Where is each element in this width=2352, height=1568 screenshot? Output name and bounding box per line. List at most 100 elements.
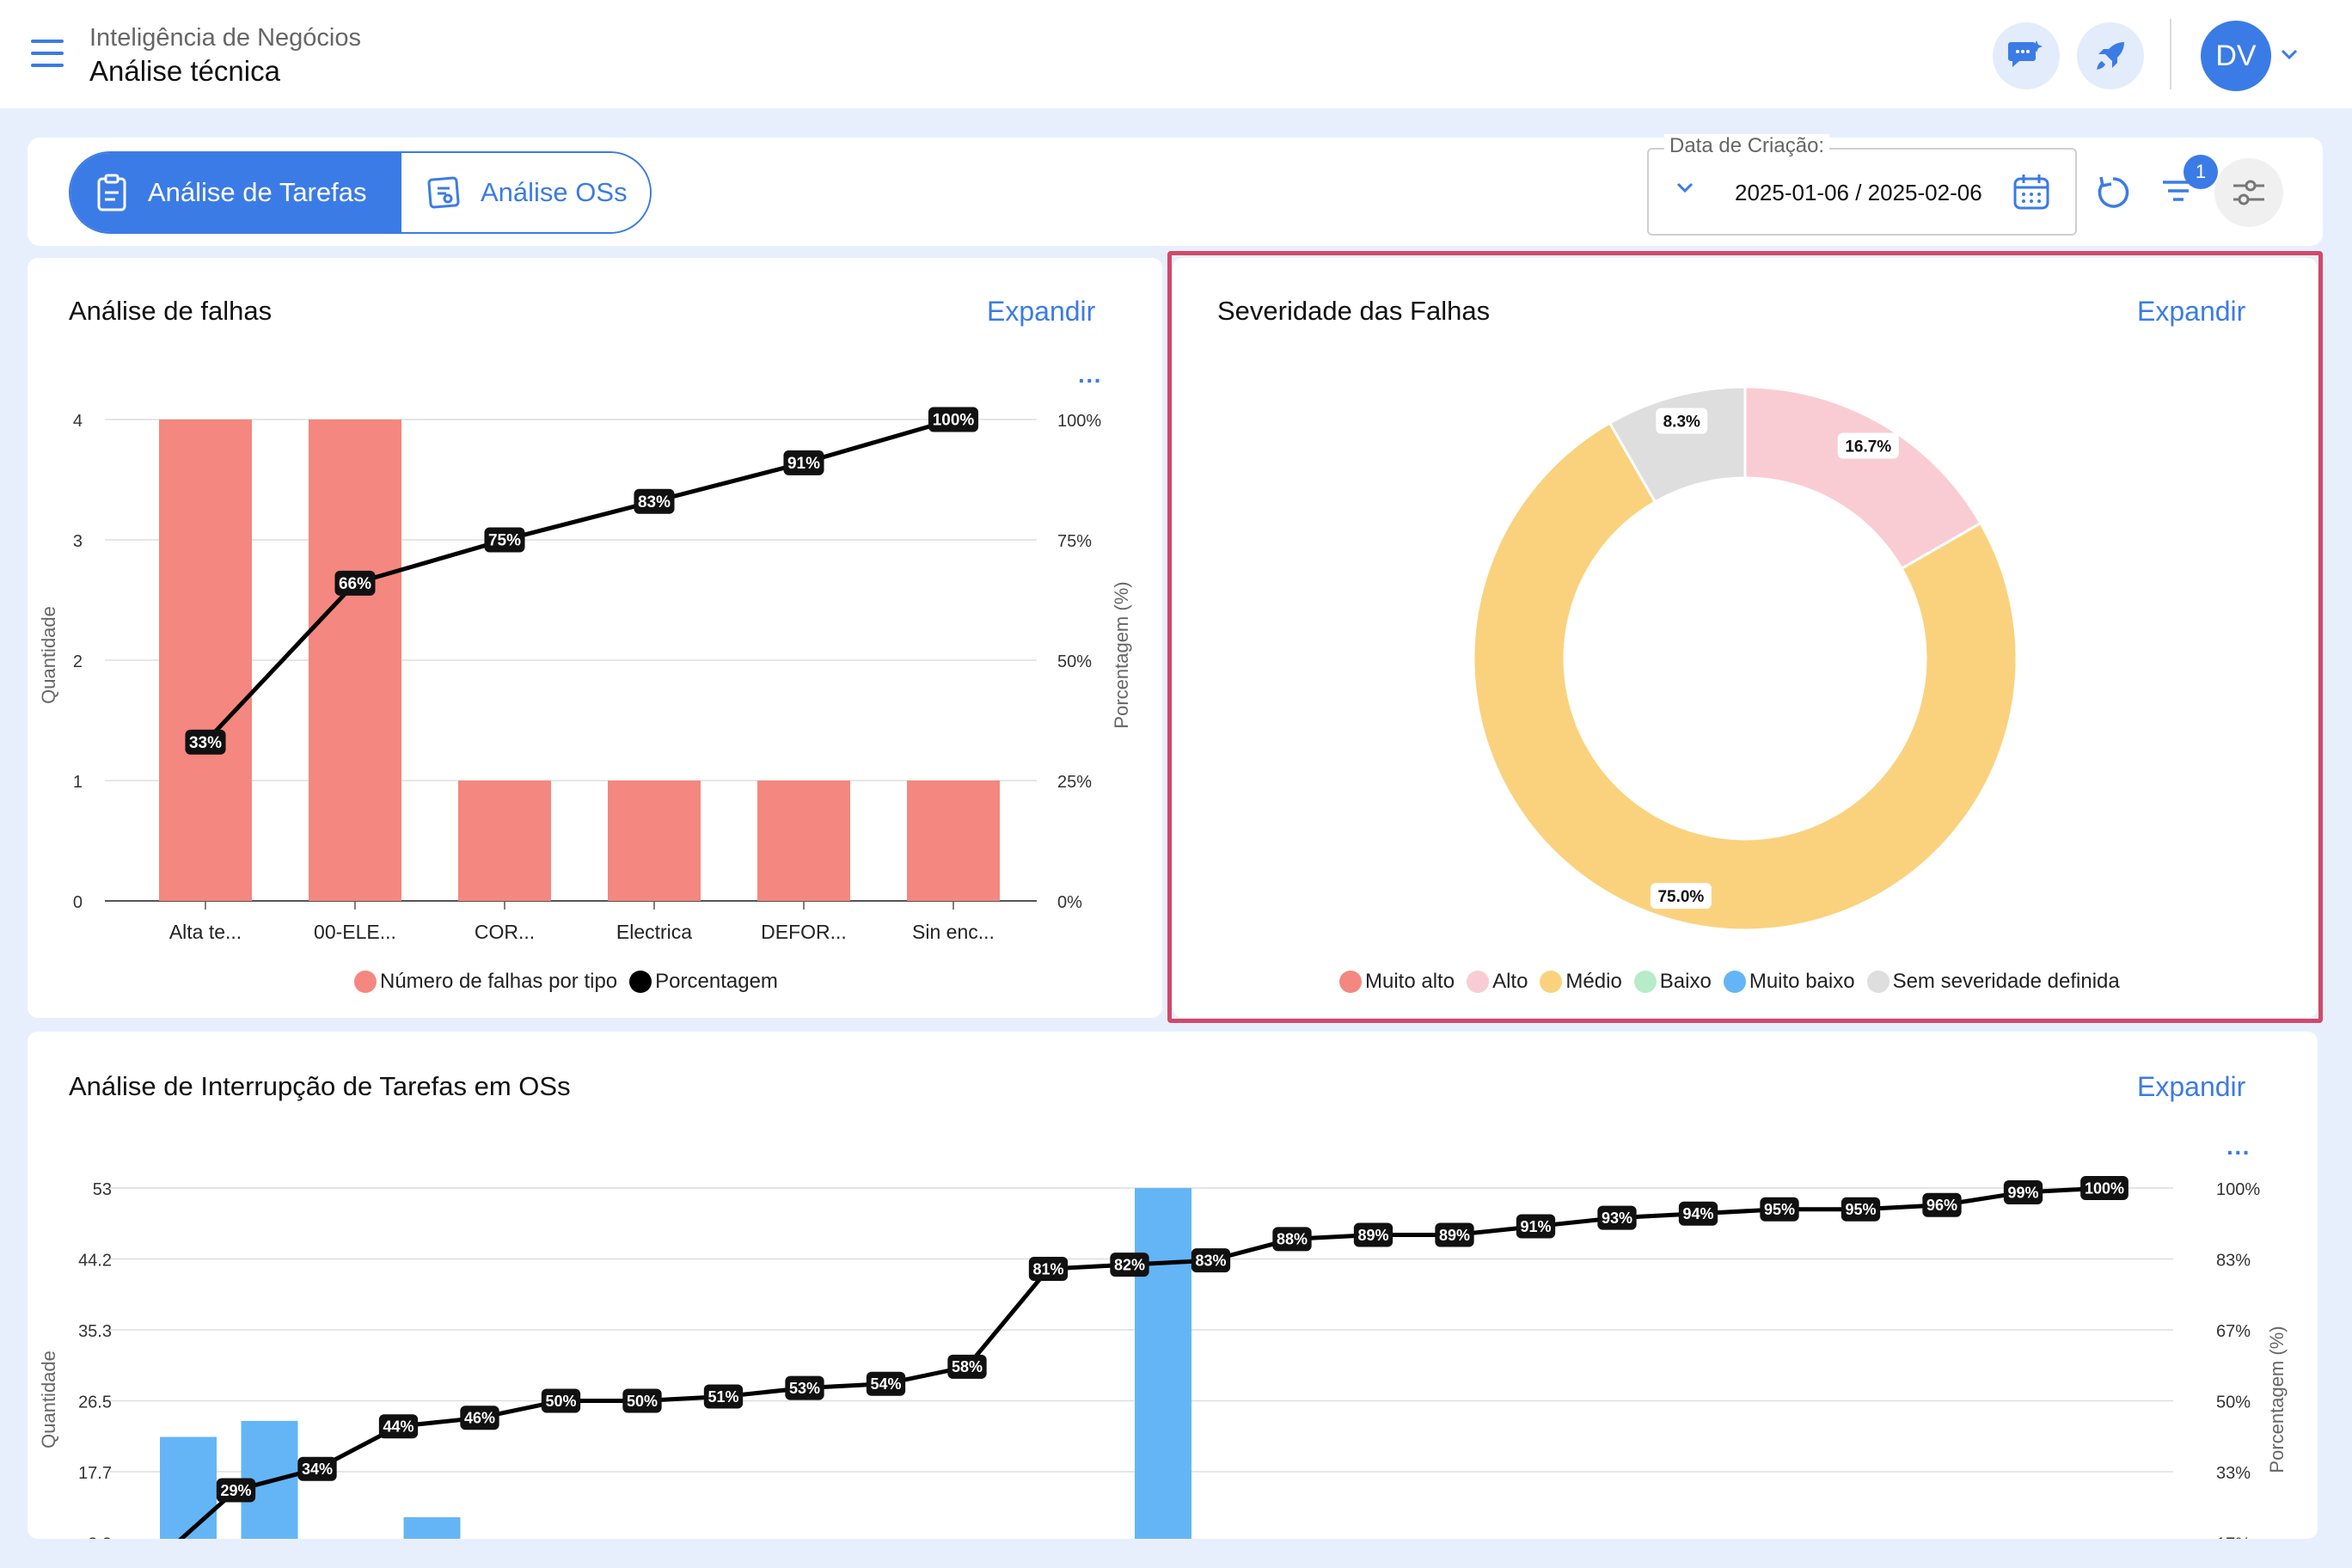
chat-ai-button[interactable] [1993, 22, 2060, 89]
data-label-bg [1110, 1253, 1149, 1277]
data-label-bg [1272, 1227, 1312, 1252]
legend-swatch [1723, 971, 1746, 993]
slice-label: 8.3% [1663, 413, 1700, 432]
y2-tick-label: 67% [2216, 1322, 2251, 1341]
legend-item[interactable]: Número de falhas por tipo [354, 970, 617, 994]
y2-tick-label: 25% [1057, 773, 1092, 792]
legend-item[interactable]: Sem severidade definida [1866, 970, 2120, 994]
data-label: 29% [220, 1482, 251, 1499]
legend-item[interactable]: Muito baixo [1723, 970, 1855, 994]
y-tick-label: 0 [73, 893, 83, 912]
y-tick-label: 17.7 [78, 1464, 112, 1483]
slice-label-bg [1656, 407, 1708, 434]
expand-button[interactable]: Expandir [2137, 1071, 2246, 1102]
data-label-bg [460, 1406, 499, 1430]
data-label: 100% [2085, 1179, 2124, 1197]
y2-tick-label: 33% [2216, 1464, 2251, 1483]
tab-analise-oss[interactable]: Análise OSs [401, 153, 650, 232]
rocket-icon [2097, 42, 2124, 70]
card-title: Análise de falhas [69, 296, 273, 326]
data-label-bg [1353, 1222, 1393, 1247]
avatar[interactable]: DV [2201, 21, 2271, 91]
y2-tick-label: 100% [1057, 412, 1101, 431]
data-label-bg [1191, 1248, 1231, 1273]
legend-label: Porcentagem [655, 970, 778, 993]
data-label: 66% [339, 575, 371, 593]
data-label: 51% [707, 1388, 738, 1406]
expand-button[interactable]: Expandir [987, 296, 1096, 327]
breadcrumb[interactable]: Inteligência de Negócios [89, 24, 361, 52]
highlight-frame [1167, 251, 2323, 1023]
tab-group: Análise de Tarefas Análise OSs [69, 151, 652, 234]
data-label: 33% [189, 734, 222, 752]
data-label: 50% [545, 1393, 576, 1410]
legend-label: Muito alto [1365, 970, 1455, 993]
data-label: 54% [870, 1375, 901, 1393]
chevron-down-icon[interactable] [2280, 48, 2299, 60]
chevron-down-icon[interactable] [1675, 181, 1695, 194]
percentage-line [178, 1185, 2105, 1539]
legend-swatch [1467, 971, 1490, 993]
data-label-bg [703, 1384, 744, 1409]
data-label: 58% [952, 1358, 983, 1375]
tab-analise-tarefas[interactable]: Análise de Tarefas [70, 153, 401, 232]
pareto-chart-interrupcao: 8.8 17% 17.7 33% 26.5 50% 35.3 67% 44.2 83% 53 100%… [38, 1139, 2288, 1540]
legend-item[interactable]: Porcentagem [629, 970, 778, 994]
legend-item[interactable]: Muito alto [1339, 970, 1455, 994]
card-interrupcao-tarefas: Análise de Interrupção de Tarefas em OSs… [28, 1032, 2318, 1539]
data-label: 81% [1032, 1260, 1063, 1277]
bar [403, 1516, 461, 1539]
legend-item[interactable]: Baixo [1633, 970, 1712, 994]
data-label-bg [1028, 1257, 1069, 1282]
data-label: 94% [1682, 1205, 1713, 1222]
chat-sparkle-icon [2008, 40, 2043, 67]
tab-label: Análise OSs [481, 177, 628, 207]
sliders-icon [2233, 180, 2264, 205]
bar [458, 781, 551, 901]
tab-label: Análise de Tarefas [148, 177, 367, 207]
bar [159, 420, 252, 901]
calendar-icon[interactable] [2012, 172, 2051, 211]
data-label-bg [378, 1414, 419, 1439]
slice-label-bg [1837, 432, 1899, 459]
y2-axis-label: Porcentagem (%) [1111, 581, 1132, 728]
rocket-button[interactable] [2077, 22, 2144, 89]
data-label: 75% [488, 532, 521, 550]
bar [309, 420, 401, 901]
y2-tick-label: 17% [2216, 1535, 2251, 1540]
x-tick-label: Electrica [616, 921, 692, 943]
chart-legend: Número de falhas por tipo Porcentagem [354, 970, 790, 994]
donut-slice [1608, 385, 1747, 504]
legend-item[interactable]: Alto [1467, 970, 1528, 994]
date-range-label: Data de Criação: [1664, 134, 1830, 158]
y-tick-label: 8.8 [88, 1535, 112, 1540]
expand-button[interactable]: Expandir [2137, 296, 2246, 327]
date-range-field[interactable] [1647, 148, 2077, 236]
menu-icon[interactable] [31, 40, 64, 67]
data-label-bg [928, 407, 979, 432]
legend-label: Médio [1565, 970, 1622, 993]
y2-tick-label: 100% [2216, 1180, 2260, 1199]
y-tick-label: 1 [73, 773, 83, 792]
data-label: 89% [1439, 1227, 1470, 1244]
data-label: 83% [638, 493, 671, 511]
legend-swatch [629, 971, 652, 993]
legend-swatch [354, 971, 377, 993]
clipboard-icon [97, 174, 126, 211]
data-label-bg [947, 1354, 987, 1379]
legend-item[interactable]: Médio [1540, 970, 1622, 994]
date-range-value[interactable]: 2025-01-06 / 2025-02-06 [1735, 180, 1982, 205]
card-analise-falhas: Análise de falhas Expandir 0 0% 1 25% 2 50% 3 7… [28, 258, 1162, 1018]
pareto-chart-falhas: 0 0% 1 25% 2 50% 3 75% 4 100% Quantidade Porcentage… [38, 367, 1132, 943]
data-label-bg [783, 450, 824, 475]
y2-tick-label: 0% [1057, 893, 1082, 912]
data-label: 93% [1602, 1210, 1632, 1227]
data-label: 34% [302, 1461, 333, 1478]
donut-slice [1472, 420, 2018, 932]
legend-swatch [1633, 971, 1657, 993]
x-tick-label: Alta te... [169, 921, 242, 943]
filter-count-badge: 1 [2184, 155, 2218, 189]
refresh-icon[interactable] [2094, 174, 2132, 211]
settings-button[interactable] [2214, 158, 2283, 227]
legend-label: Alto [1492, 970, 1528, 993]
